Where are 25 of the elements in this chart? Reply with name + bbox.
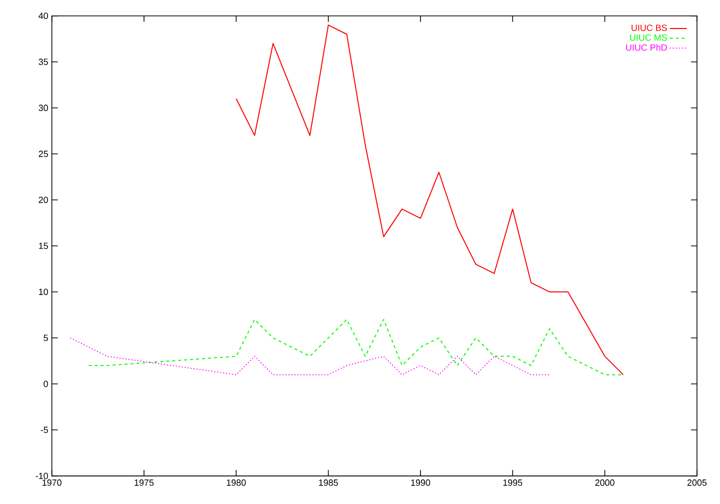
legend-label: UIUC BS [632, 24, 667, 31]
line-series [236, 24, 624, 376]
y-tick-label: 5 [44, 334, 48, 342]
line-series [70, 337, 550, 376]
line-series [88, 318, 624, 376]
y-tick-label: -5 [40, 426, 48, 434]
legend-label: UIUC PhD [626, 44, 667, 51]
legend-label: UIUC MS [630, 34, 667, 41]
y-tick-label: 40 [38, 12, 48, 20]
y-tick-label: 0 [44, 380, 48, 388]
y-tick-label: 30 [38, 104, 48, 112]
x-tick-label: 1980 [226, 479, 246, 486]
x-tick-label: 1985 [319, 479, 338, 486]
x-tick-label: 1970 [42, 479, 62, 486]
x-tick-label: 2005 [687, 479, 707, 486]
x-tick-label: 1995 [503, 479, 522, 486]
y-tick-label: 10 [39, 288, 48, 296]
y-tick-label: 20 [38, 196, 48, 204]
y-tick-label: 35 [38, 58, 48, 66]
x-tick-label: 1990 [411, 479, 430, 486]
y-tick-label: -10 [36, 472, 48, 480]
y-tick-label: 15 [39, 242, 48, 250]
x-tick-label: 2000 [595, 479, 614, 486]
y-tick-label: 25 [38, 150, 48, 158]
x-tick-label: 1975 [134, 479, 154, 486]
